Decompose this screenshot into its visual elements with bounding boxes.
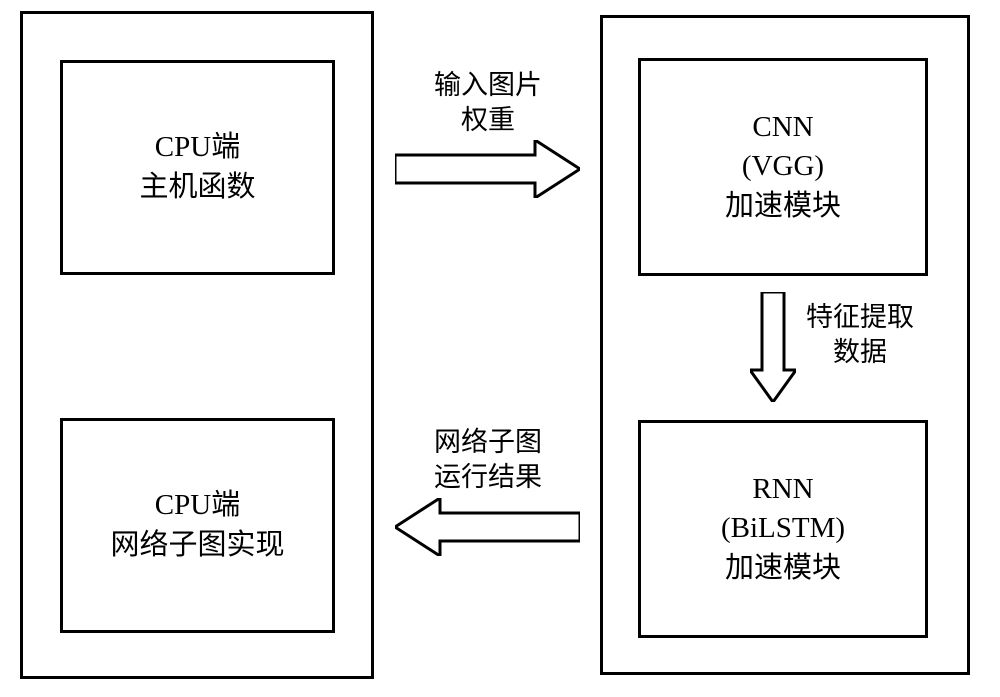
cnn-line3: 加速模块 (725, 187, 841, 226)
cpu-subgraph-box: CPU端 网络子图实现 (60, 418, 335, 633)
cpu-subgraph-line2: 网络子图实现 (110, 526, 284, 565)
top-arrow-label-line2: 权重 (434, 103, 542, 138)
cpu-subgraph-line1: CPU端 (155, 486, 240, 525)
bottom-arrow-label: 网络子图 运行结果 (434, 425, 542, 495)
cpu-host-line2: 主机函数 (139, 168, 255, 207)
bottom-arrow-label-line2: 运行结果 (434, 460, 542, 495)
top-arrow-icon (395, 140, 580, 198)
right-down-arrow-label-line1: 特征提取 (806, 300, 914, 335)
top-arrow-label-line1: 输入图片 (434, 68, 542, 103)
cnn-box: CNN (VGG) 加速模块 (638, 58, 928, 276)
cnn-line1: CNN (752, 108, 813, 147)
cnn-line2: (VGG) (742, 147, 824, 186)
rnn-line1: RNN (752, 470, 813, 509)
bottom-arrow-icon (395, 498, 580, 556)
top-arrow-label: 输入图片 权重 (434, 68, 542, 138)
right-down-arrow-label: 特征提取 数据 (806, 300, 914, 370)
rnn-box: RNN (BiLSTM) 加速模块 (638, 420, 928, 638)
right-down-arrow-label-line2: 数据 (806, 335, 914, 370)
cpu-host-line1: CPU端 (155, 128, 240, 167)
rnn-line2: (BiLSTM) (721, 509, 845, 548)
rnn-line3: 加速模块 (725, 549, 841, 588)
right-down-arrow-icon (750, 292, 796, 402)
bottom-arrow-label-line1: 网络子图 (434, 425, 542, 460)
cpu-host-box: CPU端 主机函数 (60, 60, 335, 275)
